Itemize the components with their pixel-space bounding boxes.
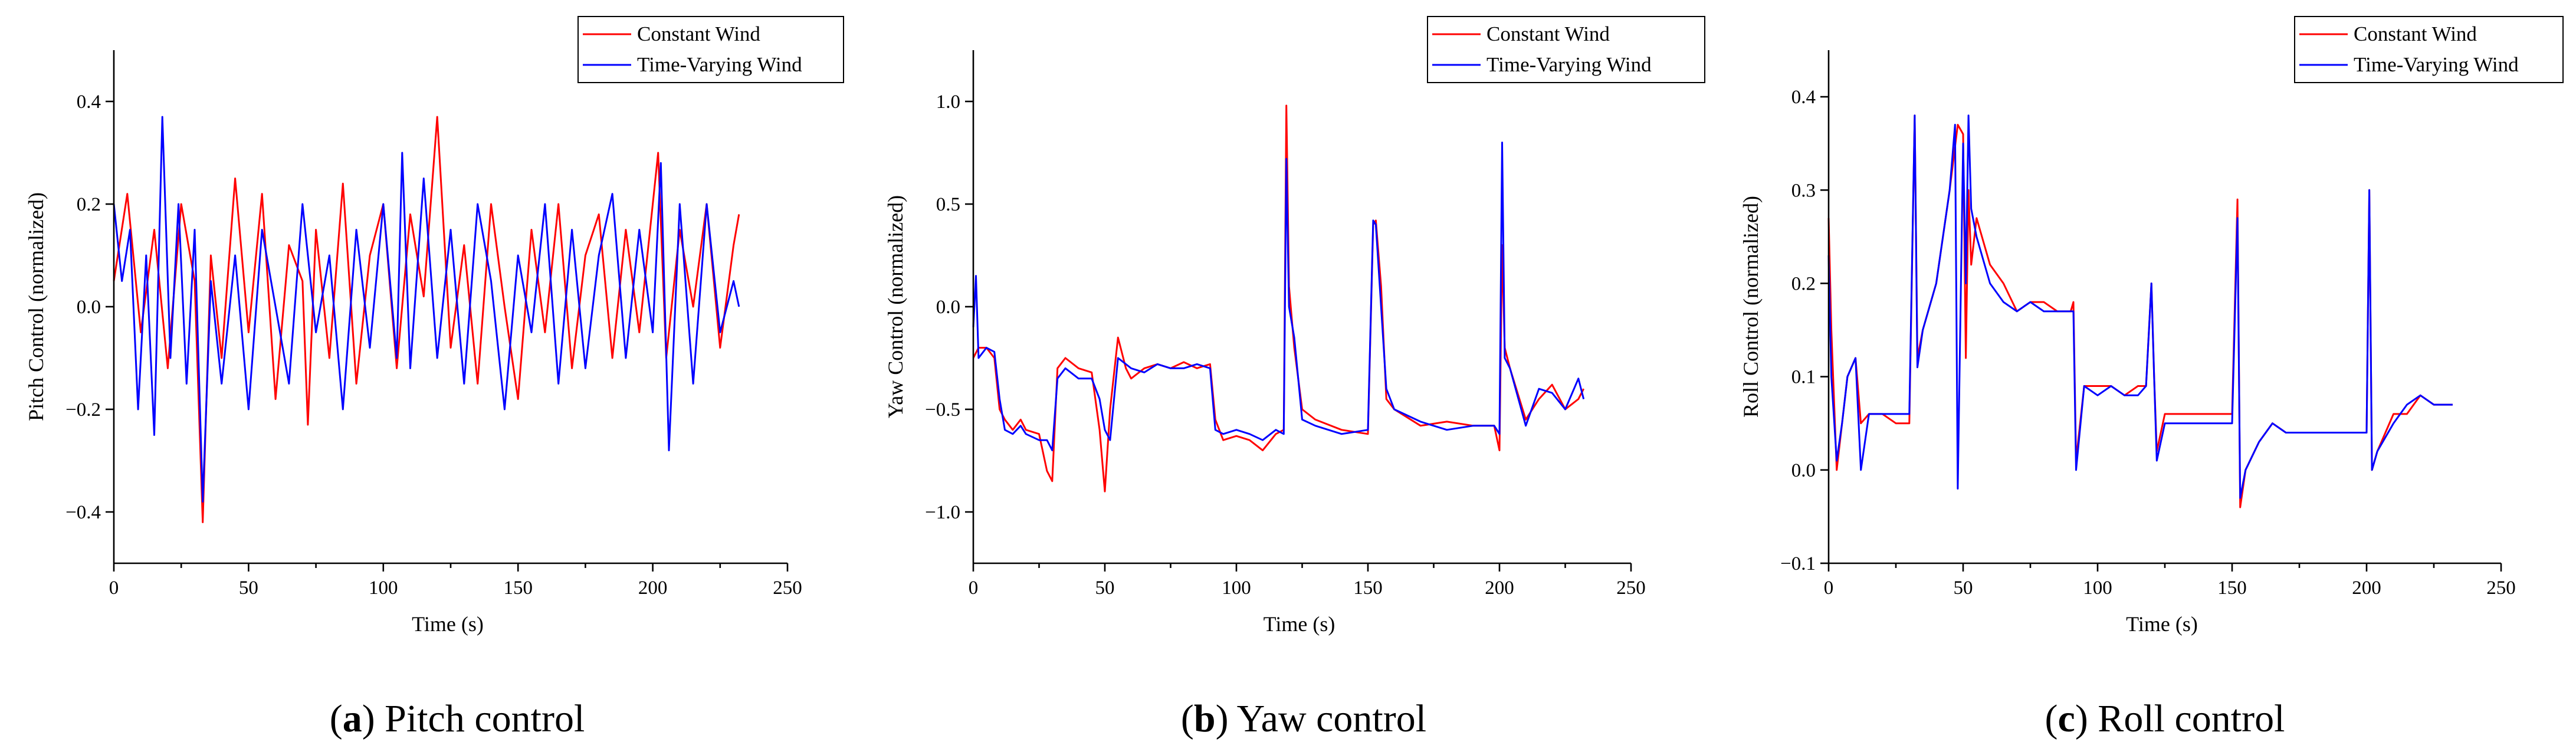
x-tick-label: 50 xyxy=(1954,577,1973,599)
chart-panel-c: 0 50 100 150 200 250 −0.1 0.0 0.1 0.2 0.3 0.4 Time (… xyxy=(1739,16,2564,636)
y-axis-title: Roll Control (normalized) xyxy=(1739,196,1763,418)
x-tick-label: 100 xyxy=(369,577,398,599)
series-line-constant-wind xyxy=(972,104,1585,492)
x-tick-label: 250 xyxy=(2486,577,2516,599)
series-line-time-varying-wind xyxy=(1827,114,2453,499)
legend-label: Constant Wind xyxy=(637,22,760,45)
x-tick-label: 150 xyxy=(1353,577,1383,599)
chart-panel-a: 0 50 100 150 200 250 −0.4 −0.2 0.0 0.2 0.4 Time (s)… xyxy=(24,16,844,636)
y-tick-label: 0.2 xyxy=(1791,273,1816,294)
x-tick-label: 200 xyxy=(638,577,668,599)
x-tick-label: 150 xyxy=(503,577,533,599)
x-tick-label: 50 xyxy=(1095,577,1115,599)
x-tick-label: 0 xyxy=(1824,577,1834,599)
legend-box xyxy=(2294,16,2564,83)
legend-label: Constant Wind xyxy=(2354,22,2477,45)
series-line-constant-wind xyxy=(113,116,740,523)
legend-label: Constant Wind xyxy=(1486,22,1610,45)
x-tick-label: 50 xyxy=(239,577,258,599)
y-tick-label: 0.4 xyxy=(77,91,101,113)
x-tick-label: 0 xyxy=(109,577,119,599)
y-tick-label: 0.0 xyxy=(1791,460,1816,481)
x-tick-label: 100 xyxy=(2083,577,2112,599)
y-tick-label: −1.0 xyxy=(925,502,960,523)
panel-caption-a: (a) Pitch control xyxy=(330,697,585,740)
x-tick-label: 100 xyxy=(1222,577,1251,599)
y-tick-label: −0.5 xyxy=(925,399,960,421)
series-line-time-varying-wind xyxy=(972,142,1585,452)
x-tick-label: 250 xyxy=(773,577,802,599)
y-tick-label: 1.0 xyxy=(936,91,960,113)
panel-caption-b: (b) Yaw control xyxy=(1181,697,1426,740)
chart-panel-b: 0 50 100 150 200 250 −1.0 −0.5 0.0 0.5 1.0 Time (s)… xyxy=(884,16,1705,636)
legend: Constant Wind Time-Varying Wind xyxy=(577,16,844,83)
y-tick-label: 0.0 xyxy=(936,297,960,318)
panel-caption-c: (c) Roll control xyxy=(2045,697,2285,740)
y-tick-label: 0.0 xyxy=(77,297,101,318)
x-tick-label: 200 xyxy=(2352,577,2381,599)
y-axis-title: Yaw Control (normalized) xyxy=(884,195,907,418)
legend-box xyxy=(1427,16,1705,83)
x-axis-title: Time (s) xyxy=(2126,612,2198,636)
legend-label: Time-Varying Wind xyxy=(1486,53,1652,76)
x-axis-title: Time (s) xyxy=(1264,612,1335,636)
legend-label: Time-Varying Wind xyxy=(637,53,802,76)
y-tick-label: −0.4 xyxy=(65,502,101,523)
series-line-time-varying-wind xyxy=(113,116,740,503)
x-axis-title: Time (s) xyxy=(412,612,484,636)
x-tick-label: 0 xyxy=(969,577,979,599)
y-tick-label: −0.1 xyxy=(1780,553,1816,574)
y-tick-label: 0.2 xyxy=(77,194,101,215)
x-tick-label: 250 xyxy=(1616,577,1646,599)
legend-label: Time-Varying Wind xyxy=(2354,53,2519,76)
y-tick-label: 0.1 xyxy=(1791,367,1816,388)
x-tick-label: 150 xyxy=(2217,577,2247,599)
y-tick-label: 0.3 xyxy=(1791,180,1816,201)
y-axis-title: Pitch Control (normalized) xyxy=(24,192,48,421)
y-tick-label: 0.5 xyxy=(936,194,960,215)
y-tick-label: −0.2 xyxy=(65,399,101,421)
legend: Constant Wind Time-Varying Wind xyxy=(2294,16,2564,83)
legend: Constant Wind Time-Varying Wind xyxy=(1427,16,1705,83)
x-tick-label: 200 xyxy=(1485,577,1514,599)
series-line-constant-wind xyxy=(1827,114,2453,508)
y-tick-label: 0.4 xyxy=(1791,87,1816,108)
legend-box xyxy=(577,16,844,83)
